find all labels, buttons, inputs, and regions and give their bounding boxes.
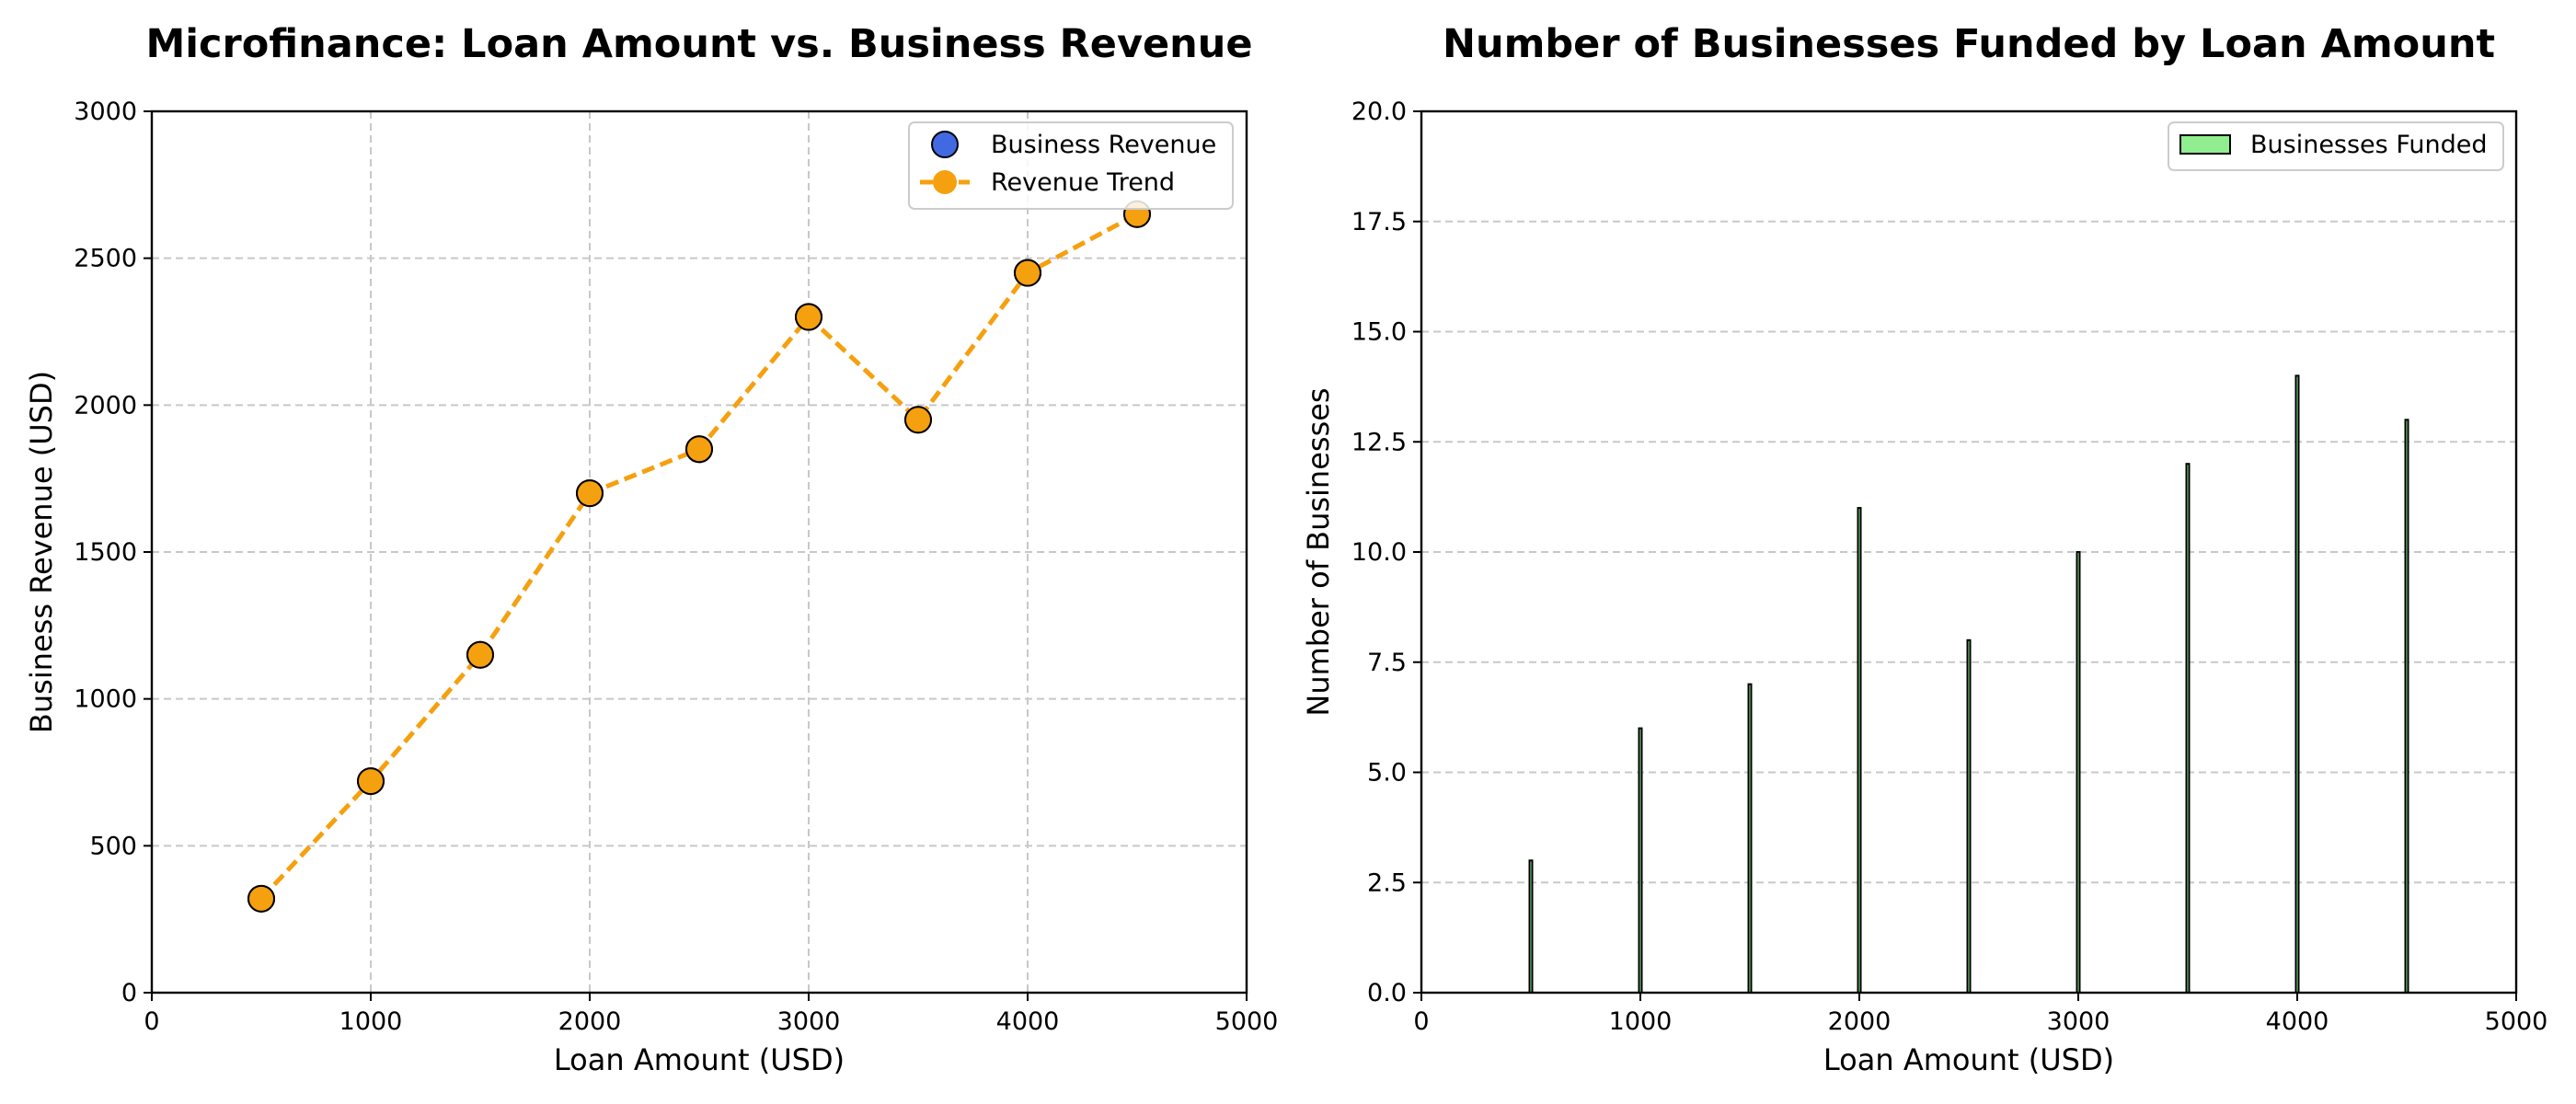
y-tick-label: 3000 — [74, 98, 137, 126]
businesses-funded-bar — [1528, 859, 1534, 994]
y-tick-label: 2000 — [74, 391, 137, 420]
y-tick-label: 2500 — [74, 245, 137, 273]
x-tick-label: 4000 — [996, 1007, 1060, 1036]
y-tick-label: 12.5 — [1351, 428, 1407, 456]
x-tick-label: 0 — [144, 1007, 159, 1036]
legend-marker-revenue-trend — [933, 170, 957, 194]
chart-title: Number of Businesses Funded by Loan Amou… — [1443, 21, 2495, 67]
revenue-trend-point — [576, 479, 604, 508]
x-tick-label: 2000 — [1828, 1007, 1892, 1036]
x-tick-label: 5000 — [1215, 1007, 1279, 1036]
x-tick-label: 1000 — [1609, 1007, 1673, 1036]
businesses-funded-bar — [2404, 419, 2409, 994]
businesses-funded-bar — [1857, 507, 1862, 994]
revenue-trend-point — [247, 884, 275, 913]
revenue-trend-line — [259, 212, 1139, 901]
legend-label-businesses-funded: Businesses Funded — [2250, 131, 2488, 159]
legend-label-business-revenue: Business Revenue — [991, 131, 1216, 159]
businesses-funded-bar — [1638, 727, 1643, 994]
y-tick-label: 500 — [89, 832, 137, 860]
x-tick-label: 5000 — [2485, 1007, 2548, 1036]
businesses-funded-bar — [1747, 683, 1753, 994]
revenue-trend-point — [466, 640, 494, 669]
revenue-trend-point — [685, 435, 713, 464]
y-tick-label: 10.0 — [1351, 538, 1407, 567]
businesses-funded-bar — [2294, 374, 2300, 994]
y-tick-label: 20.0 — [1351, 98, 1407, 126]
x-tick-label: 2000 — [558, 1007, 622, 1036]
x-tick-label: 4000 — [2266, 1007, 2329, 1036]
y-tick-label: 0.0 — [1367, 979, 1407, 1007]
x-axis-label: Loan Amount (USD) — [554, 1042, 845, 1077]
revenue-scatter-chart: Microfinance: Loan Amount vs. Business R… — [24, 21, 1278, 1077]
legend-marker-business-revenue — [931, 131, 959, 158]
x-axis-label: Loan Amount (USD) — [1823, 1042, 2114, 1077]
y-tick-label: 17.5 — [1351, 208, 1407, 236]
businesses-funded-bar-chart: Number of Businesses Funded by Loan Amou… — [1301, 21, 2547, 1077]
revenue-trend-point — [357, 767, 385, 796]
businesses-funded-bar — [2076, 551, 2081, 994]
x-tick-label: 3000 — [777, 1007, 841, 1036]
revenue-trend-point — [904, 406, 932, 434]
x-tick-label: 3000 — [2047, 1007, 2110, 1036]
businesses-funded-bar — [2185, 463, 2191, 994]
y-tick-label: 1000 — [74, 685, 137, 714]
y-tick-label: 5.0 — [1367, 759, 1407, 788]
legend-swatch-businesses-funded — [2179, 134, 2231, 155]
legend: Business Revenue Revenue Trend — [908, 121, 1234, 210]
legend: Businesses Funded — [2168, 121, 2504, 171]
chart-title: Microfinance: Loan Amount vs. Business R… — [145, 21, 1252, 67]
y-axis-label: Number of Businesses — [1301, 387, 1336, 716]
revenue-trend-point — [795, 303, 822, 331]
y-axis-label: Business Revenue (USD) — [24, 371, 59, 733]
y-tick-label: 0 — [121, 979, 137, 1007]
y-tick-label: 2.5 — [1367, 868, 1407, 897]
revenue-trend-point — [1014, 259, 1041, 287]
businesses-funded-bar — [1966, 638, 1972, 994]
x-tick-label: 0 — [1413, 1007, 1429, 1036]
x-tick-label: 1000 — [339, 1007, 403, 1036]
y-tick-label: 1500 — [74, 538, 137, 567]
y-tick-label: 7.5 — [1367, 649, 1407, 677]
y-tick-label: 15.0 — [1351, 318, 1407, 347]
legend-label-revenue-trend: Revenue Trend — [991, 168, 1175, 197]
